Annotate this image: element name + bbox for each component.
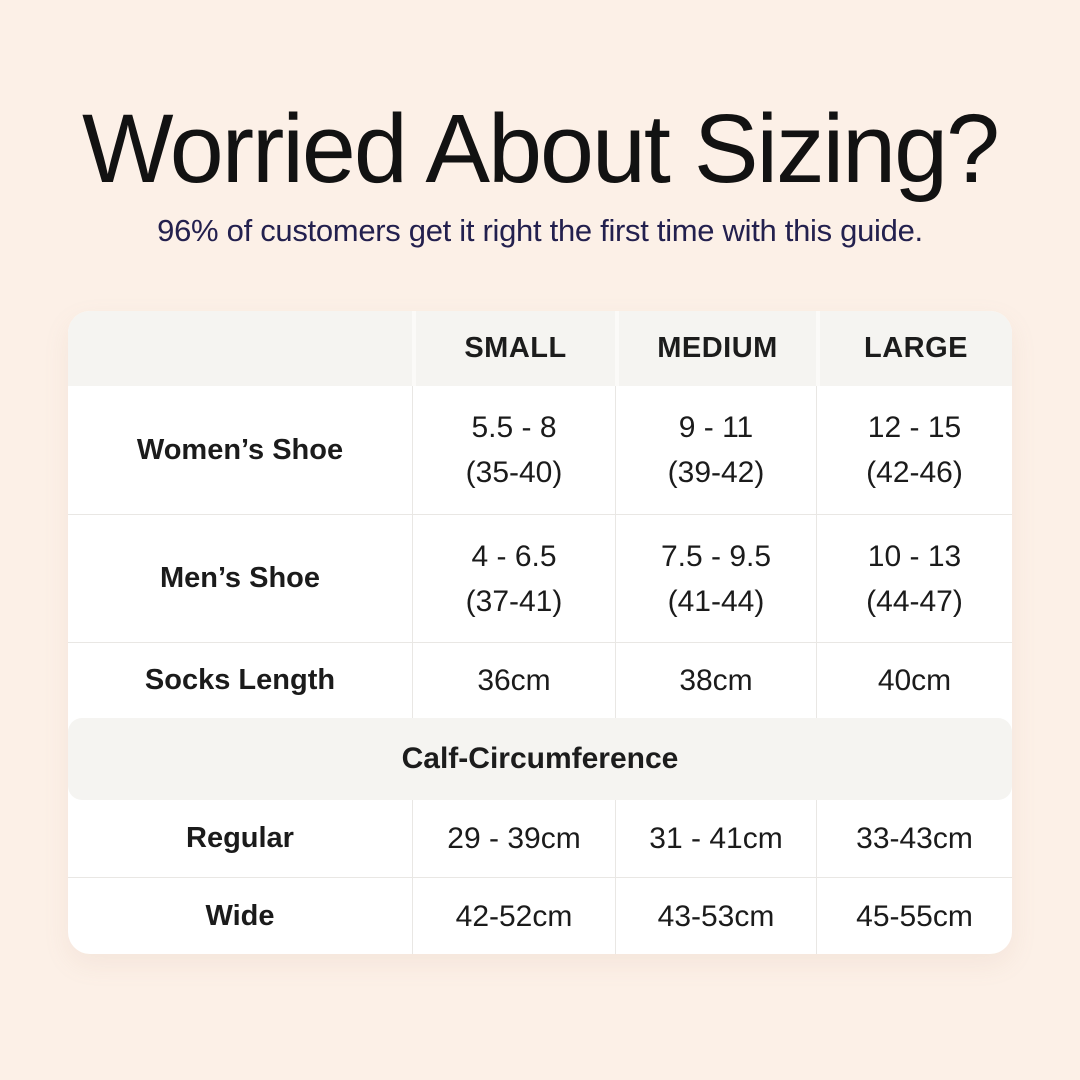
cell-wide-large: 45-55cm: [816, 878, 1012, 954]
table-section-header: Calf-Circumference: [68, 718, 1012, 800]
cell-regular-small: 29 - 39cm: [412, 800, 615, 877]
row-label: Socks Length: [144, 664, 336, 696]
cell-socks-medium: 38cm: [615, 643, 816, 718]
cell-mens-medium: 7.5 - 9.5 (41-44): [615, 515, 816, 642]
section-title: Calf-Circumference: [401, 742, 679, 775]
cell-socks-small: 36cm: [412, 643, 615, 718]
page-subtitle: 96% of customers get it right the first …: [157, 213, 923, 248]
cell-wide-medium: 43-53cm: [615, 878, 816, 954]
cell-mens-large: 10 - 13 (44-47): [816, 515, 1012, 642]
table-row-mens-shoe: Men’s Shoe 4 - 6.5 (37-41) 7.5 - 9.5 (41…: [68, 514, 1012, 642]
cell-womens-small: 5.5 - 8 (35-40): [412, 386, 615, 514]
page-title: Worried About Sizing?: [82, 94, 1000, 203]
table-row-womens-shoe: Women’s Shoe 5.5 - 8 (35-40) 9 - 11 (39-…: [68, 386, 1012, 514]
cell-regular-medium: 31 - 41cm: [615, 800, 816, 877]
size-table: SMALL MEDIUM LARGE Women’s Shoe 5.5 - 8 …: [68, 311, 1012, 954]
table-row-regular: Regular 29 - 39cm 31 - 41cm 33-43cm: [68, 800, 1012, 877]
cell-womens-medium: 9 - 11 (39-42): [615, 386, 816, 514]
header-cell-medium: MEDIUM: [615, 311, 816, 386]
cell-mens-small: 4 - 6.5 (37-41): [412, 515, 615, 642]
row-label: Women’s Shoe: [136, 433, 344, 466]
cell-womens-large: 12 - 15 (42-46): [816, 386, 1012, 514]
table-header-row: SMALL MEDIUM LARGE: [68, 311, 1012, 386]
row-label: Men’s Shoe: [159, 562, 321, 594]
cell-regular-large: 33-43cm: [816, 800, 1012, 877]
row-label: Wide: [205, 899, 275, 932]
hero-section: Worried About Sizing? 96% of customers g…: [0, 0, 1080, 249]
header-cell-large: LARGE: [816, 311, 1012, 386]
cell-socks-large: 40cm: [816, 643, 1012, 718]
cell-wide-small: 42-52cm: [412, 878, 615, 954]
table-row-socks-length: Socks Length 36cm 38cm 40cm: [68, 642, 1012, 718]
row-label: Regular: [186, 822, 294, 854]
header-cell-blank: [68, 311, 412, 386]
header-cell-small: SMALL: [412, 311, 615, 386]
table-row-wide: Wide 42-52cm 43-53cm 45-55cm: [68, 877, 1012, 954]
